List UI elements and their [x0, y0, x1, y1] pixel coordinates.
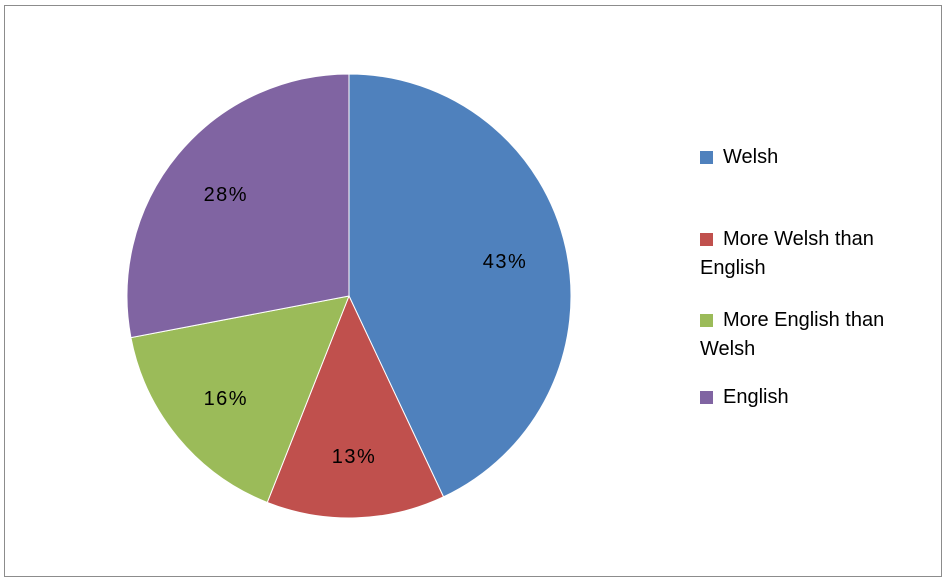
pie-slice-english [126, 73, 350, 339]
legend-item-english: English [700, 383, 940, 412]
legend-swatch-more-welsh-than-english [700, 233, 713, 246]
data-label-more-english-than-welsh: 16% [204, 388, 249, 410]
legend-swatch-more-english-than-welsh [700, 314, 713, 327]
pie-slice-more-welsh-than-english [266, 294, 445, 519]
legend-label-english: English [723, 386, 789, 408]
pie-slice-more-english-than-welsh [130, 295, 350, 504]
data-label-welsh: 43% [483, 251, 528, 273]
legend-swatch-english [700, 391, 713, 404]
legend-label-welsh: Welsh [723, 146, 779, 168]
pie-data-labels: 43% 13% 16% 28% [204, 184, 528, 468]
pie-slice-welsh [348, 73, 572, 498]
legend-label-more-welsh-than-english: More Welsh than English [700, 228, 874, 279]
data-label-more-welsh-than-english: 13% [332, 446, 377, 468]
legend-item-welsh: Welsh [700, 143, 940, 172]
data-label-english: 28% [204, 184, 249, 206]
legend-item-more-english-than-welsh: More English than Welsh [700, 306, 940, 364]
legend-swatch-welsh [700, 151, 713, 164]
legend-item-more-welsh-than-english: More Welsh than English [700, 225, 940, 283]
legend-label-more-english-than-welsh: More English than Welsh [700, 309, 885, 360]
pie-slices [126, 73, 572, 519]
